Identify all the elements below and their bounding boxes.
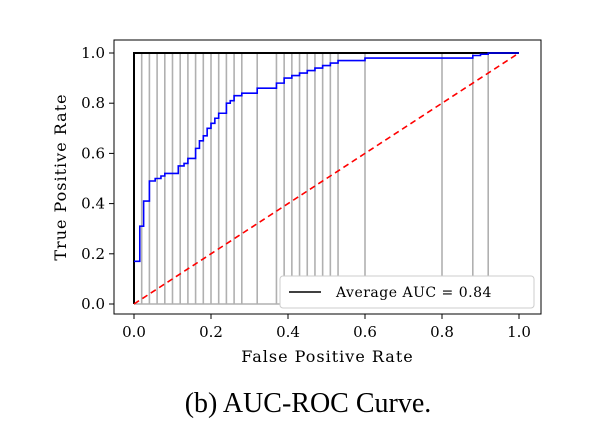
y-tick-label: 0.0 — [81, 295, 105, 313]
y-axis-label: True Positive Rate — [51, 93, 70, 260]
plot-frame — [113, 39, 542, 315]
x-tick-label: 1.0 — [507, 323, 531, 341]
series-line-average-roc — [134, 52, 519, 263]
x-axis-label: False Positive Rate — [241, 347, 414, 366]
y-axis-ticks: 0.0 0.2 0.4 0.6 0.8 1.0 — [81, 44, 114, 313]
x-tick-label: 0.6 — [353, 323, 377, 341]
roc-chart: 0.0 0.2 0.4 0.6 0.8 1.0 0.0 0.2 0.4 0.6 0.8 1.0 Fa… — [51, 39, 542, 366]
figure-caption: (b) AUC-ROC Curve. — [184, 388, 432, 419]
y-tick-label: 0.4 — [81, 195, 105, 213]
series-line-fold-curves — [133, 52, 519, 304]
series-line-chance — [133, 52, 520, 305]
x-tick-label: 0.8 — [430, 323, 454, 341]
legend-box — [279, 275, 535, 309]
y-tick-label: 0.2 — [81, 245, 105, 263]
y-tick-label: 0.8 — [81, 94, 105, 112]
y-tick-label: 1.0 — [81, 44, 105, 62]
x-tick-label: 0.2 — [199, 323, 223, 341]
x-axis-ticks: 0.0 0.2 0.4 0.6 0.8 1.0 — [122, 314, 531, 341]
series-layer — [133, 52, 520, 305]
legend: Average AUC = 0.84 — [279, 275, 535, 309]
x-tick-label: 0.0 — [122, 323, 146, 341]
legend-label: Average AUC = 0.84 — [335, 285, 492, 301]
x-tick-label: 0.4 — [276, 323, 300, 341]
threshold-lines — [133, 53, 519, 305]
y-tick-label: 0.6 — [81, 144, 105, 162]
